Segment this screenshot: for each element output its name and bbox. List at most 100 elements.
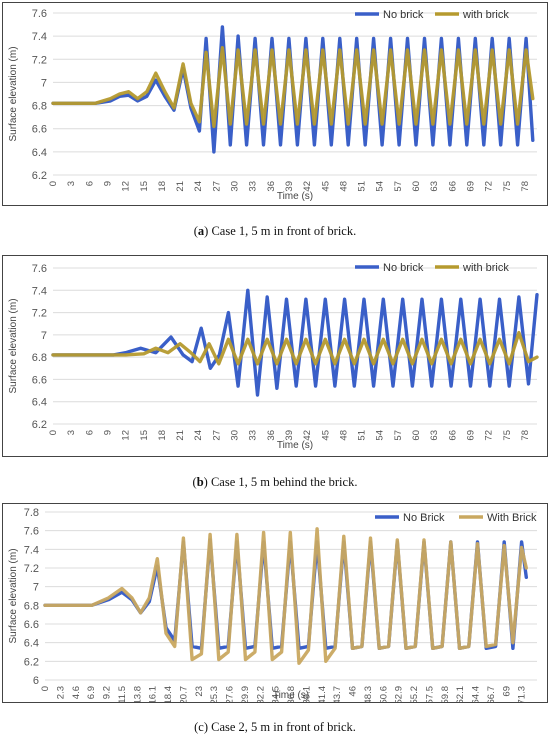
y-tick-label: 6.8 (32, 101, 47, 113)
x-tick-label: 32.2 (255, 686, 266, 702)
caption-b: (b) Case 1, 5 m behind the brick. (192, 475, 358, 489)
x-tick-label: 11.5 (117, 686, 128, 702)
legend-label: with brick (462, 9, 509, 21)
x-tick-label: 45 (320, 181, 331, 192)
y-axis-title: Surface elevation (m) (8, 46, 19, 141)
y-tick-label: 6.8 (32, 352, 47, 364)
caption-a: (a) Case 1, 5 m in front of brick. (193, 224, 357, 238)
chart-a: 6.26.46.66.877.27.47.60 3 6 9 12 15 18 21 24 27 30… (8, 8, 537, 202)
y-tick-label: 6.6 (32, 374, 47, 386)
x-tick-label: 33 (248, 430, 259, 441)
x-tick-label: 63 (429, 430, 440, 441)
x-tick-label: 16.1 (148, 686, 159, 702)
y-tick-label: 7.6 (24, 526, 39, 538)
x-axis-title: Time (s) (277, 191, 313, 202)
x-tick-label: 3 (66, 181, 77, 186)
x-tick-label: 6 (84, 181, 95, 186)
x-tick-label: 63 (429, 181, 440, 192)
caption-c-letter: c (198, 720, 204, 734)
y-tick-label: 6.4 (32, 147, 47, 159)
y-tick-label: 6.2 (24, 656, 39, 668)
x-tick-label: 46 (348, 686, 359, 697)
x-tick-label: 57.5 (424, 686, 435, 702)
caption-c: (c) Case 2, 5 m in front of brick. (194, 720, 356, 734)
caption-b-text: Case 1, 5 m behind the brick. (210, 475, 358, 489)
x-tick-label: 60 (411, 181, 422, 192)
y-axis-title: Surface elevation (m) (8, 548, 19, 643)
x-tick-label: 75 (502, 430, 513, 441)
legend-label: with brick (462, 262, 509, 274)
x-tick-label: 55.2 (409, 686, 420, 702)
legend-label: No brick (383, 9, 424, 21)
y-tick-label: 7.6 (32, 263, 47, 275)
x-tick-label: 24 (193, 181, 204, 192)
x-tick-label: 0 (40, 686, 51, 691)
caption-b-letter: b (196, 475, 204, 489)
x-tick-label: 20.7 (178, 686, 189, 702)
x-tick-label: 59.8 (440, 686, 451, 702)
x-tick-label: 62.1 (455, 686, 466, 702)
x-tick-label: 23 (194, 686, 205, 697)
x-tick-label: 12 (121, 430, 132, 441)
x-tick-label: 18 (157, 181, 168, 192)
series-line-with-brick (43, 527, 528, 665)
x-tick-label: 57 (393, 430, 404, 441)
x-tick-label: 29.9 (240, 686, 251, 702)
x-tick-label: 15 (139, 181, 150, 192)
x-tick-label: 52.9 (394, 686, 405, 702)
x-tick-label: 18 (157, 430, 168, 441)
caption-a-text: Case 1, 5 m in front of brick. (211, 224, 357, 238)
x-tick-label: 54 (375, 430, 386, 441)
y-tick-label: 7.2 (32, 308, 47, 320)
y-tick-label: 6.2 (32, 419, 47, 431)
x-tick-label: 66.7 (486, 686, 497, 702)
x-tick-label: 9 (102, 181, 113, 186)
x-tick-label: 0 (48, 181, 59, 186)
chart-b: 6.26.46.66.877.27.47.60 3 6 9 12 15 18 21 24 27 30… (8, 262, 539, 451)
x-tick-label: 42 (302, 430, 313, 441)
x-tick-label: 27 (211, 181, 222, 192)
x-tick-label: 54 (375, 181, 386, 192)
y-tick-label: 6.6 (24, 619, 39, 631)
x-tick-label: 27 (211, 430, 222, 441)
x-tick-label: 4.6 (71, 686, 82, 699)
series-line-with-brick (51, 46, 535, 129)
x-tick-label: 18.4 (163, 686, 174, 702)
x-tick-label: 33 (248, 181, 259, 192)
x-tick-label: 60 (411, 430, 422, 441)
y-tick-label: 6 (33, 675, 39, 687)
x-tick-label: 42 (302, 181, 313, 192)
x-tick-label: 21 (175, 430, 186, 441)
x-tick-label: 24 (193, 430, 204, 441)
x-tick-label: 51 (357, 430, 368, 441)
y-tick-label: 6.8 (24, 600, 39, 612)
y-axis-title: Surface elevation (m) (8, 298, 19, 393)
legend-label: With Brick (487, 512, 537, 524)
x-tick-label: 78 (520, 430, 531, 441)
x-tick-label: 72 (484, 181, 495, 192)
x-tick-label: 21 (175, 181, 186, 192)
x-tick-label: 15 (139, 430, 150, 441)
x-tick-label: 36 (266, 181, 277, 192)
x-tick-label: 13.8 (132, 686, 143, 702)
y-tick-label: 7.6 (32, 8, 47, 20)
x-tick-label: 6 (84, 430, 95, 435)
y-tick-label: 7 (33, 582, 39, 594)
x-tick-label: 25.3 (209, 686, 220, 702)
y-tick-label: 7.4 (32, 285, 47, 297)
y-tick-label: 6.4 (32, 397, 47, 409)
x-tick-label: 2.3 (55, 686, 66, 699)
x-tick-label: 71.3 (517, 686, 528, 702)
x-tick-label: 57 (393, 181, 404, 192)
chart-frame-c: 6 6.2 6.4 6.6 6.8 7 7.2 7.4 7.6 7.8 0 2.3 4.6 6.9 9.2 1… (2, 503, 548, 705)
caption-a-letter: a (197, 224, 205, 238)
x-tick-label: 3 (66, 430, 77, 435)
chart-frame-a: 6.2 6.4 6.6 6.8 7 7.2 7.4 7.6 0 3 6 9 12 15 18 21 24 27 30… (2, 2, 548, 206)
x-tick-label: 9 (102, 430, 113, 435)
y-tick-label: 7.4 (32, 31, 47, 43)
x-tick-label: 27.6 (225, 686, 236, 702)
y-tick-label: 6.4 (24, 638, 39, 650)
x-tick-label: 51 (357, 181, 368, 192)
x-tick-label: 43.7 (332, 686, 343, 702)
y-tick-label: 7.2 (32, 54, 47, 66)
